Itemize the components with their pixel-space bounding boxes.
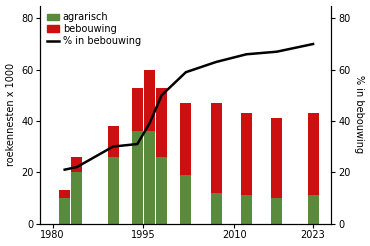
Y-axis label: roekennesten x 1000: roekennesten x 1000 [6, 63, 16, 166]
Bar [156, 157, 167, 224]
Legend: agrarisch, bebouwing, % in bebouwing: agrarisch, bebouwing, % in bebouwing [45, 10, 143, 48]
Bar [144, 70, 155, 131]
Bar [71, 157, 82, 172]
Y-axis label: % in bebouwing: % in bebouwing [354, 76, 364, 154]
Bar [59, 198, 70, 224]
Bar [271, 118, 282, 198]
Bar [307, 195, 319, 224]
Bar [211, 193, 222, 224]
Bar [108, 157, 118, 224]
Bar [211, 103, 222, 193]
Bar [181, 175, 191, 224]
Bar [156, 88, 167, 157]
Bar [71, 172, 82, 224]
Bar [59, 190, 70, 198]
Bar [181, 103, 191, 175]
Bar [307, 113, 319, 195]
Bar [241, 113, 252, 195]
Bar [132, 88, 143, 131]
Bar [132, 131, 143, 224]
Bar [108, 126, 118, 157]
Bar [241, 195, 252, 224]
Bar [271, 198, 282, 224]
Bar [144, 131, 155, 224]
